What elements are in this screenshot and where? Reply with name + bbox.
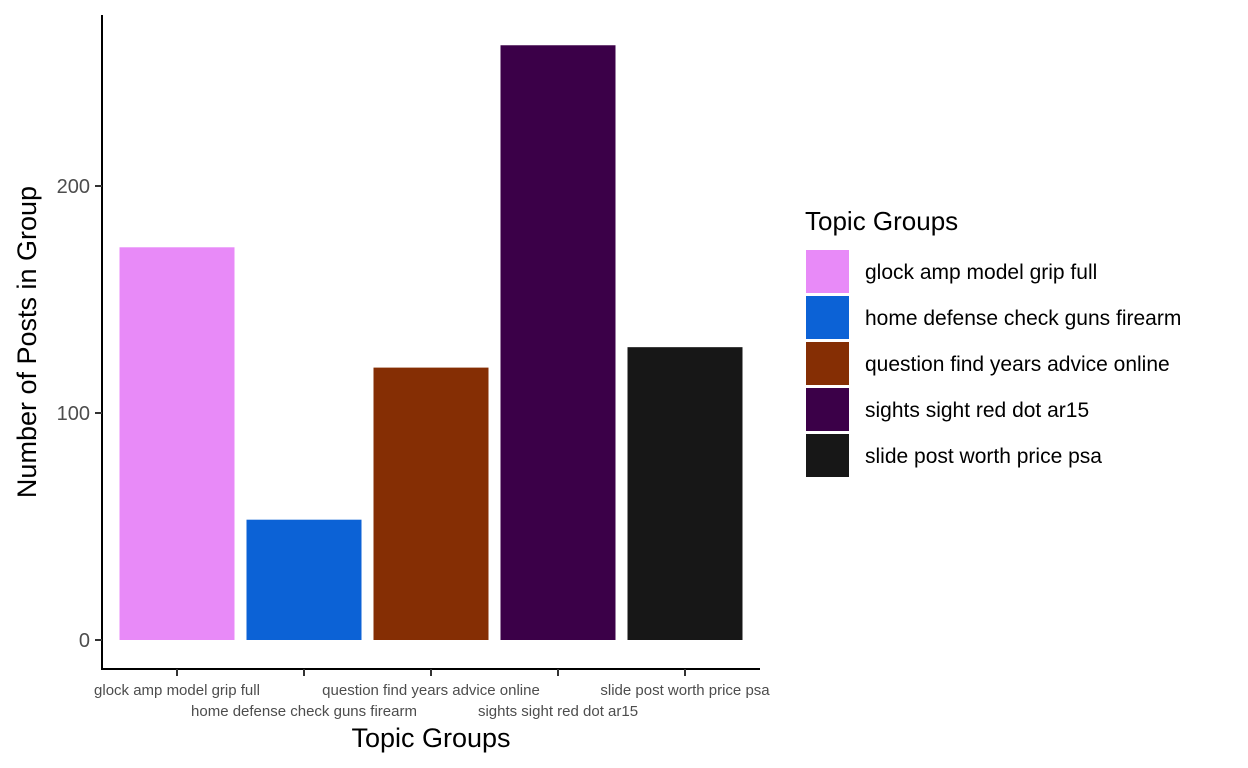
x-tick-label: question find years advice online bbox=[322, 682, 540, 699]
legend: Topic Groups glock amp model grip full ho… bbox=[805, 206, 1181, 477]
y-tick-label: 0 bbox=[79, 630, 90, 652]
legend-key-2 bbox=[806, 296, 849, 339]
legend-key-3 bbox=[806, 342, 849, 385]
bar-2 bbox=[246, 519, 362, 640]
bar-5 bbox=[627, 347, 743, 640]
legend-key-1 bbox=[806, 250, 849, 293]
x-tick-label: sights sight red dot ar15 bbox=[478, 703, 638, 720]
bars-group bbox=[119, 45, 743, 641]
legend-label-4: sights sight red dot ar15 bbox=[865, 399, 1089, 422]
x-tick-label: home defense check guns firearm bbox=[191, 703, 417, 720]
x-tick-label: glock amp model grip full bbox=[94, 682, 260, 699]
legend-key-5 bbox=[806, 434, 849, 477]
y-tick-label: 100 bbox=[57, 403, 90, 425]
legend-label-1: glock amp model grip full bbox=[865, 261, 1097, 284]
y-ticks-group: 0 100 200 bbox=[57, 176, 102, 652]
x-tick-label: slide post worth price psa bbox=[600, 682, 770, 699]
legend-label-2: home defense check guns firearm bbox=[865, 307, 1181, 330]
legend-title: Topic Groups bbox=[805, 206, 958, 236]
legend-key-4 bbox=[806, 388, 849, 431]
y-axis-title: Number of Posts in Group bbox=[12, 186, 42, 498]
x-ticks-group: glock amp model grip full home defense ch… bbox=[94, 669, 770, 720]
bar-1 bbox=[119, 247, 235, 641]
y-tick-label: 200 bbox=[57, 176, 90, 198]
legend-label-5: slide post worth price psa bbox=[865, 445, 1102, 468]
legend-label-3: question find years advice online bbox=[865, 353, 1170, 376]
bar-4 bbox=[500, 45, 616, 640]
bar-3 bbox=[373, 367, 489, 640]
x-axis-title: Topic Groups bbox=[351, 723, 510, 753]
